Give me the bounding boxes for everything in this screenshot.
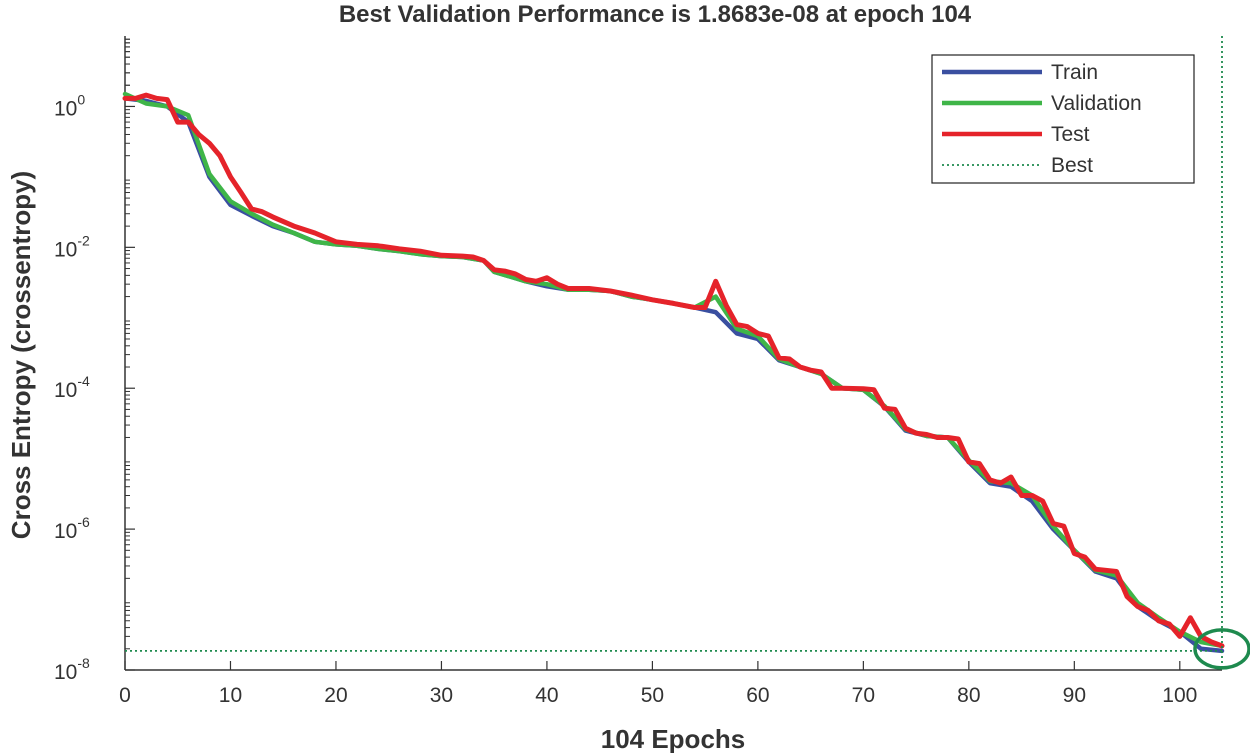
x-tick-label: 100 (1162, 684, 1197, 707)
y-tick-label: 10-6 (54, 514, 90, 543)
legend-label-test: Test (1051, 123, 1090, 146)
y-tick-exponent: -6 (77, 514, 90, 530)
best-point-marker (1193, 628, 1250, 670)
y-tick-label: 100 (54, 91, 85, 120)
x-tick-label: 90 (1063, 684, 1086, 707)
x-tick-label: 50 (641, 684, 664, 707)
legend: Train Validation Test Best (931, 54, 1195, 184)
series-line-test (122, 92, 1225, 649)
chart-title: Best Validation Performance is 1.8683e-0… (339, 1, 972, 28)
series-layer (122, 91, 1225, 654)
legend-label-best: Best (1051, 154, 1093, 177)
y-tick-label: 10-4 (54, 373, 90, 402)
x-tick-label: 30 (430, 684, 453, 707)
y-tick-exponent: -2 (77, 232, 90, 248)
y-tick-exponent: 0 (77, 91, 85, 107)
x-axis-ticks: 0 10 20 30 40 50 60 70 80 90 100 (119, 661, 1197, 707)
legend-label-train: Train (1051, 61, 1098, 84)
x-tick-label: 40 (535, 684, 558, 707)
y-tick-exponent: -8 (77, 655, 90, 671)
y-tick-exponent: -4 (77, 373, 90, 389)
y-tick-label: 10-2 (54, 232, 90, 261)
x-tick-label: 60 (746, 684, 769, 707)
x-axis-title: 104 Epochs (601, 724, 746, 753)
y-axis-ticks: 100 10-2 10-4 10-6 10-8 (54, 91, 135, 684)
x-tick-label: 70 (852, 684, 875, 707)
x-tick-label: 10 (219, 684, 242, 707)
y-tick-label: 10-8 (54, 655, 90, 684)
minor-ticks (125, 38, 130, 650)
x-tick-label: 80 (957, 684, 980, 707)
legend-box (931, 54, 1195, 184)
x-tick-label: 20 (324, 684, 347, 707)
y-axis-title: Cross Entropy (crossentropy) (6, 171, 36, 539)
x-tick-label: 0 (119, 684, 131, 707)
legend-label-validation: Validation (1051, 92, 1142, 115)
